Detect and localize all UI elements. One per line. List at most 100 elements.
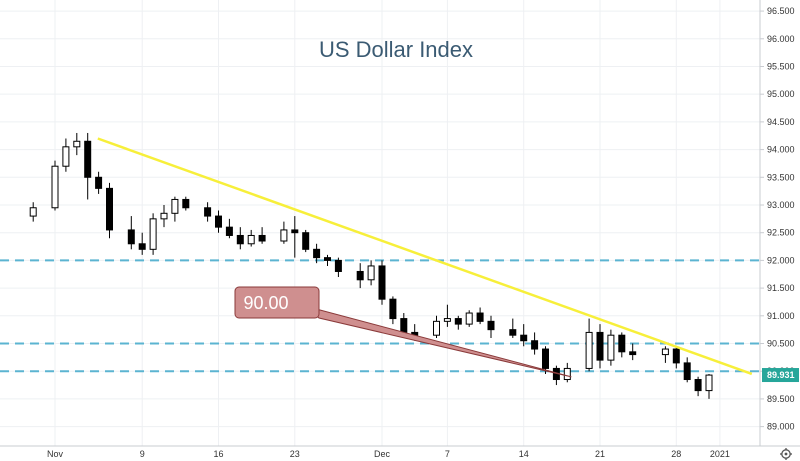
candle-body: [694, 379, 702, 392]
candle-body: [138, 243, 146, 250]
candle: [62, 138, 70, 172]
candle: [302, 229, 310, 253]
candle: [313, 243, 321, 264]
x-tick-label: 23: [290, 449, 300, 459]
candle-body: [324, 257, 331, 261]
candle: [160, 204, 168, 228]
y-tick-label: 95.500: [767, 61, 795, 71]
candle: [84, 132, 92, 200]
settings-gear-icon[interactable]: [780, 448, 792, 460]
candle-body: [378, 265, 386, 300]
candle-body: [487, 320, 495, 331]
candle: [389, 296, 397, 325]
callout-label: 90.00: [243, 293, 288, 313]
candle-body: [705, 374, 713, 392]
candle: [683, 357, 691, 383]
x-tick-label: Nov: [47, 449, 64, 459]
candle-body: [607, 334, 615, 361]
candle: [127, 216, 135, 250]
candle: [585, 318, 593, 372]
time-axis[interactable]: Nov 9 16 23 Dec 7 14 21 28 2021: [47, 449, 730, 459]
x-tick-label: Dec: [374, 449, 391, 459]
candle: [509, 318, 517, 338]
candle-body: [291, 229, 299, 234]
y-tick-label: 96.500: [767, 6, 795, 16]
candle: [487, 315, 495, 338]
y-tick-label: 91.000: [767, 311, 795, 321]
candle-body: [247, 234, 255, 245]
candle: [454, 315, 462, 330]
candle: [443, 304, 451, 327]
last-price-label: 89.931: [762, 368, 799, 383]
candle: [291, 216, 299, 258]
candle: [138, 232, 146, 255]
y-tick-label: 90.500: [767, 339, 795, 349]
resistance-trendline[interactable]: [97, 137, 753, 376]
callout-box[interactable]: [234, 286, 320, 319]
price-axis[interactable]: 96.500 96.000 95.500 95.000 94.500 94.000 93.5…: [760, 6, 795, 432]
candle: [215, 210, 222, 233]
x-tick-label: 9: [140, 449, 145, 459]
x-tick-label: 28: [671, 449, 681, 459]
candle-body: [302, 232, 310, 250]
y-tick-label: 94.000: [767, 145, 795, 155]
candle-body: [106, 187, 113, 231]
candle-body: [334, 259, 342, 272]
candle-body: [400, 318, 408, 333]
candle: [95, 171, 103, 194]
candle-body: [280, 229, 288, 242]
candle-body: [443, 318, 451, 322]
candle: [661, 346, 669, 363]
candle-body: [73, 140, 81, 148]
candle-body: [596, 331, 604, 361]
candle-body: [127, 229, 135, 245]
candle-body: [520, 334, 528, 342]
candle-body: [618, 334, 626, 353]
candle: [171, 196, 179, 222]
candle: [204, 202, 212, 222]
candle: [607, 329, 615, 366]
candle-body: [215, 215, 222, 228]
candle-body: [258, 234, 266, 242]
y-tick-label: 93.000: [767, 200, 795, 210]
candle-body: [160, 212, 168, 220]
y-tick-label: 89.500: [767, 394, 795, 404]
candle: [629, 343, 637, 361]
candle: [465, 310, 473, 327]
candle: [378, 260, 386, 305]
candle-body: [683, 362, 691, 381]
candle-body: [149, 218, 157, 250]
last-price-value: 89.931: [767, 370, 795, 380]
candle: [182, 196, 190, 211]
candle-body: [236, 234, 244, 245]
candle: [258, 227, 266, 244]
candle-body: [367, 265, 375, 281]
y-tick-label: 94.500: [767, 117, 795, 127]
trendline-layer: [97, 137, 753, 376]
candle: [106, 182, 113, 239]
candle-body: [313, 248, 321, 259]
candle: [334, 257, 342, 278]
candle-body: [531, 340, 539, 350]
y-tick-label: 93.500: [767, 172, 795, 182]
time-axis-panel: [0, 446, 800, 461]
y-tick-label: 92.000: [767, 255, 795, 265]
candle-body: [182, 198, 190, 209]
candle-body: [51, 165, 59, 209]
candle-body: [465, 312, 473, 325]
candle: [531, 332, 539, 355]
candle: [280, 221, 288, 244]
candle: [672, 346, 680, 369]
candle-body: [389, 298, 397, 320]
candle-body: [225, 226, 233, 236]
x-tick-label: 16: [213, 449, 223, 459]
candle-body: [204, 207, 212, 217]
candle-body: [629, 351, 637, 356]
candle: [225, 218, 233, 239]
candle-body: [95, 176, 103, 189]
candle-body: [563, 367, 571, 381]
candle-body: [84, 140, 92, 178]
